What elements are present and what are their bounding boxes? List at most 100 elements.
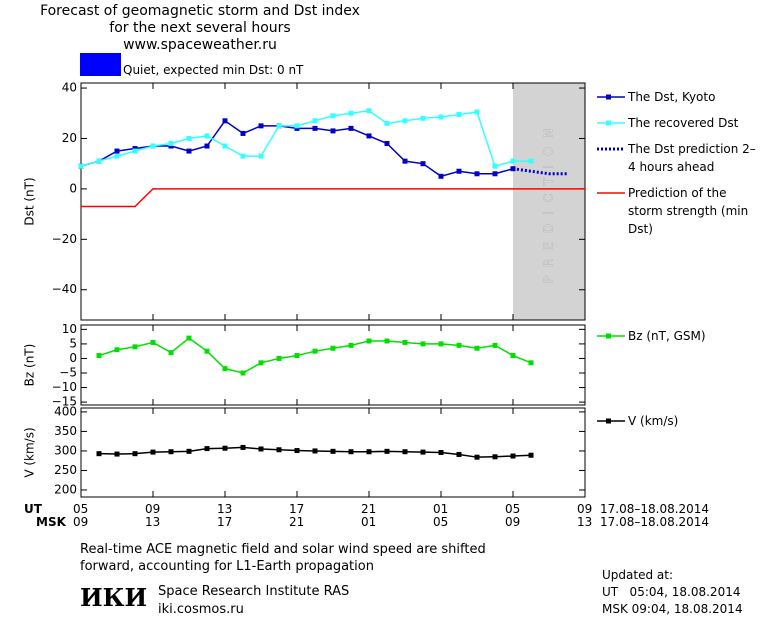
data-point (258, 123, 264, 129)
data-point (132, 148, 138, 154)
title-line: www.spaceweather.ru (123, 37, 277, 53)
data-point (420, 115, 426, 121)
data-point (348, 110, 354, 116)
ut-tick-label: 17 (289, 502, 305, 516)
series-line (98, 337, 532, 374)
data-point (240, 130, 246, 136)
series-line (81, 188, 585, 208)
data-point (456, 168, 462, 174)
msk-tick-label: 13 (145, 515, 161, 529)
data-point (276, 447, 282, 453)
ut-tick-label: 21 (361, 502, 377, 516)
institute: Space Research Institute RAS (158, 584, 350, 599)
data-point (348, 449, 354, 455)
status-swatch (80, 53, 121, 76)
data-point (276, 355, 282, 361)
data-point (438, 341, 444, 347)
y-tick-label: 5 (69, 336, 77, 350)
data-point (168, 449, 174, 455)
y-axis-label: Dst (nT) (23, 177, 37, 225)
data-point (240, 370, 246, 376)
data-point (132, 146, 138, 152)
ut-tick-label: 09 (145, 502, 161, 516)
data-point (294, 125, 300, 131)
data-point (366, 449, 372, 455)
data-point (186, 148, 192, 154)
data-point (348, 342, 354, 348)
data-point (330, 113, 336, 119)
data-point (222, 143, 228, 149)
data-point (384, 448, 390, 454)
series-line (512, 167, 567, 176)
data-point (204, 143, 210, 149)
data-point (312, 125, 318, 131)
data-point (492, 163, 498, 169)
data-point (150, 339, 156, 345)
msk-tick-label: 01 (361, 515, 377, 529)
data-point (474, 454, 480, 460)
data-point (330, 345, 336, 351)
data-point (222, 118, 228, 124)
data-point (96, 158, 102, 164)
plot-frame (80, 407, 586, 498)
legend-marker (606, 418, 611, 424)
data-point (168, 350, 174, 356)
y-tick-label: 40 (62, 81, 77, 95)
data-point (204, 348, 210, 354)
site: iki.cosmos.ru (158, 602, 244, 617)
msk-tick-label: 21 (289, 515, 305, 529)
title-line: for the next several hours (109, 20, 291, 36)
data-point (528, 452, 534, 458)
y-tick-label: −15 (52, 395, 77, 409)
y-tick-label: −10 (52, 380, 77, 394)
legend-label: V (km/s) (628, 414, 679, 428)
data-point (474, 345, 480, 351)
data-point (438, 173, 444, 179)
ut-tick-label: 05 (73, 502, 89, 516)
data-point (114, 451, 120, 457)
data-point (240, 444, 246, 450)
data-point (258, 446, 264, 452)
legend-label: The Dst, Kyoto (628, 90, 716, 104)
data-point (114, 347, 120, 353)
y-tick-label: 400 (54, 404, 77, 418)
data-point (456, 342, 462, 348)
data-point (384, 120, 390, 126)
data-point (366, 338, 372, 344)
y-tick-label: −5 (59, 366, 77, 380)
ut-label: UT (24, 502, 42, 516)
data-point (510, 453, 516, 459)
data-point (438, 114, 444, 120)
data-point (78, 163, 84, 169)
data-point (96, 353, 102, 359)
y-tick-label: 10 (62, 322, 77, 336)
y-axis-label: Bz (nT) (23, 344, 37, 387)
data-point (114, 148, 120, 154)
footer-note: Real-time ACE magnetic field and solar w… (80, 542, 486, 557)
msk-tick-label: 13 (577, 515, 593, 529)
data-point (186, 335, 192, 341)
data-point (150, 143, 156, 149)
data-point (150, 449, 156, 455)
ut-tick-label: 09 (577, 502, 593, 516)
ut-tick-label: 13 (217, 502, 233, 516)
msk-tick-label: 17 (217, 515, 233, 529)
y-tick-label: 20 (62, 131, 77, 145)
updated-msk: MSK 09:04, 18.08.2014 (602, 602, 743, 616)
data-point (366, 133, 372, 139)
data-point (492, 342, 498, 348)
data-point (456, 451, 462, 457)
data-point (204, 133, 210, 139)
data-point (186, 135, 192, 141)
data-point (168, 143, 174, 149)
footer-note: forward, accounting for L1-Earth propaga… (80, 559, 374, 574)
data-point (276, 123, 282, 129)
y-tick-label: −20 (52, 232, 77, 246)
y-tick-label: −40 (52, 282, 77, 296)
msk-label: MSK (36, 515, 66, 529)
data-point (258, 153, 264, 159)
ut-tick-label: 01 (433, 502, 449, 516)
data-point (222, 366, 228, 372)
data-point (204, 446, 210, 452)
